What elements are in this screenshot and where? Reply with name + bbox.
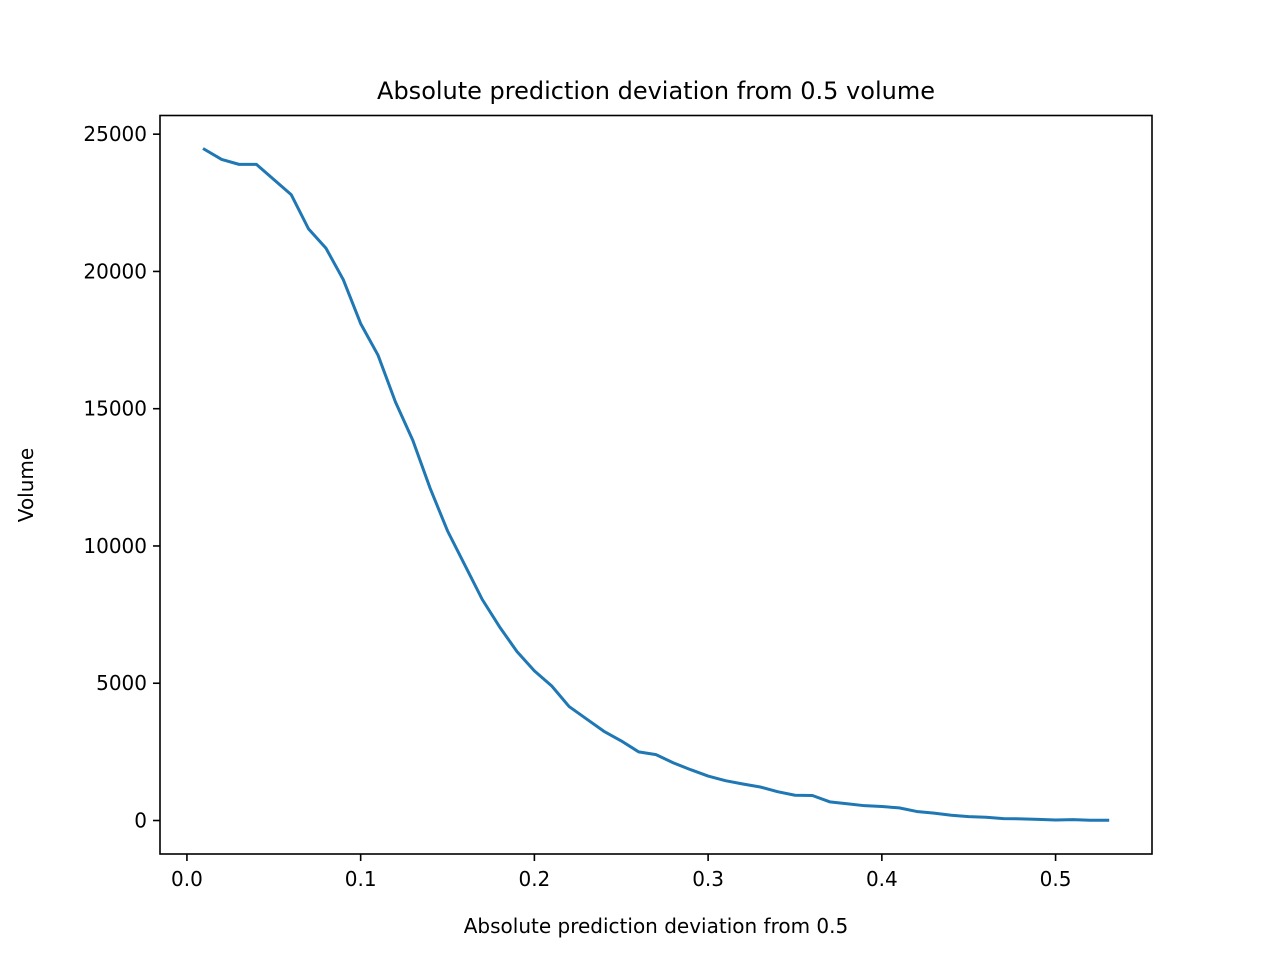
y-tick-label: 25000	[83, 122, 147, 146]
x-tick-label: 0.4	[866, 867, 898, 891]
y-tick-label: 20000	[83, 259, 147, 283]
y-axis-label: Volume	[14, 448, 38, 522]
y-tick-label: 15000	[83, 397, 147, 421]
y-tick-label: 0	[134, 809, 147, 833]
y-tick-label: 5000	[96, 671, 147, 695]
x-tick-label: 0.2	[518, 867, 550, 891]
x-tick-label: 0.3	[692, 867, 724, 891]
x-tick-label: 0.0	[171, 867, 203, 891]
plot-frame	[159, 114, 1153, 855]
y-axis: 0 5000 10000 15000 20000 25000	[83, 122, 160, 833]
series-line	[202, 147, 1110, 822]
plot-area	[160, 115, 1152, 854]
y-tick-label: 10000	[83, 534, 147, 558]
x-tick-label: 0.1	[345, 867, 377, 891]
x-tick-label: 0.5	[1040, 867, 1072, 891]
x-axis-label: Absolute prediction deviation from 0.5	[464, 914, 849, 938]
x-axis: 0.0 0.1 0.2 0.3 0.4 0.5	[171, 854, 1071, 891]
chart-title: Absolute prediction deviation from 0.5 v…	[377, 77, 935, 105]
